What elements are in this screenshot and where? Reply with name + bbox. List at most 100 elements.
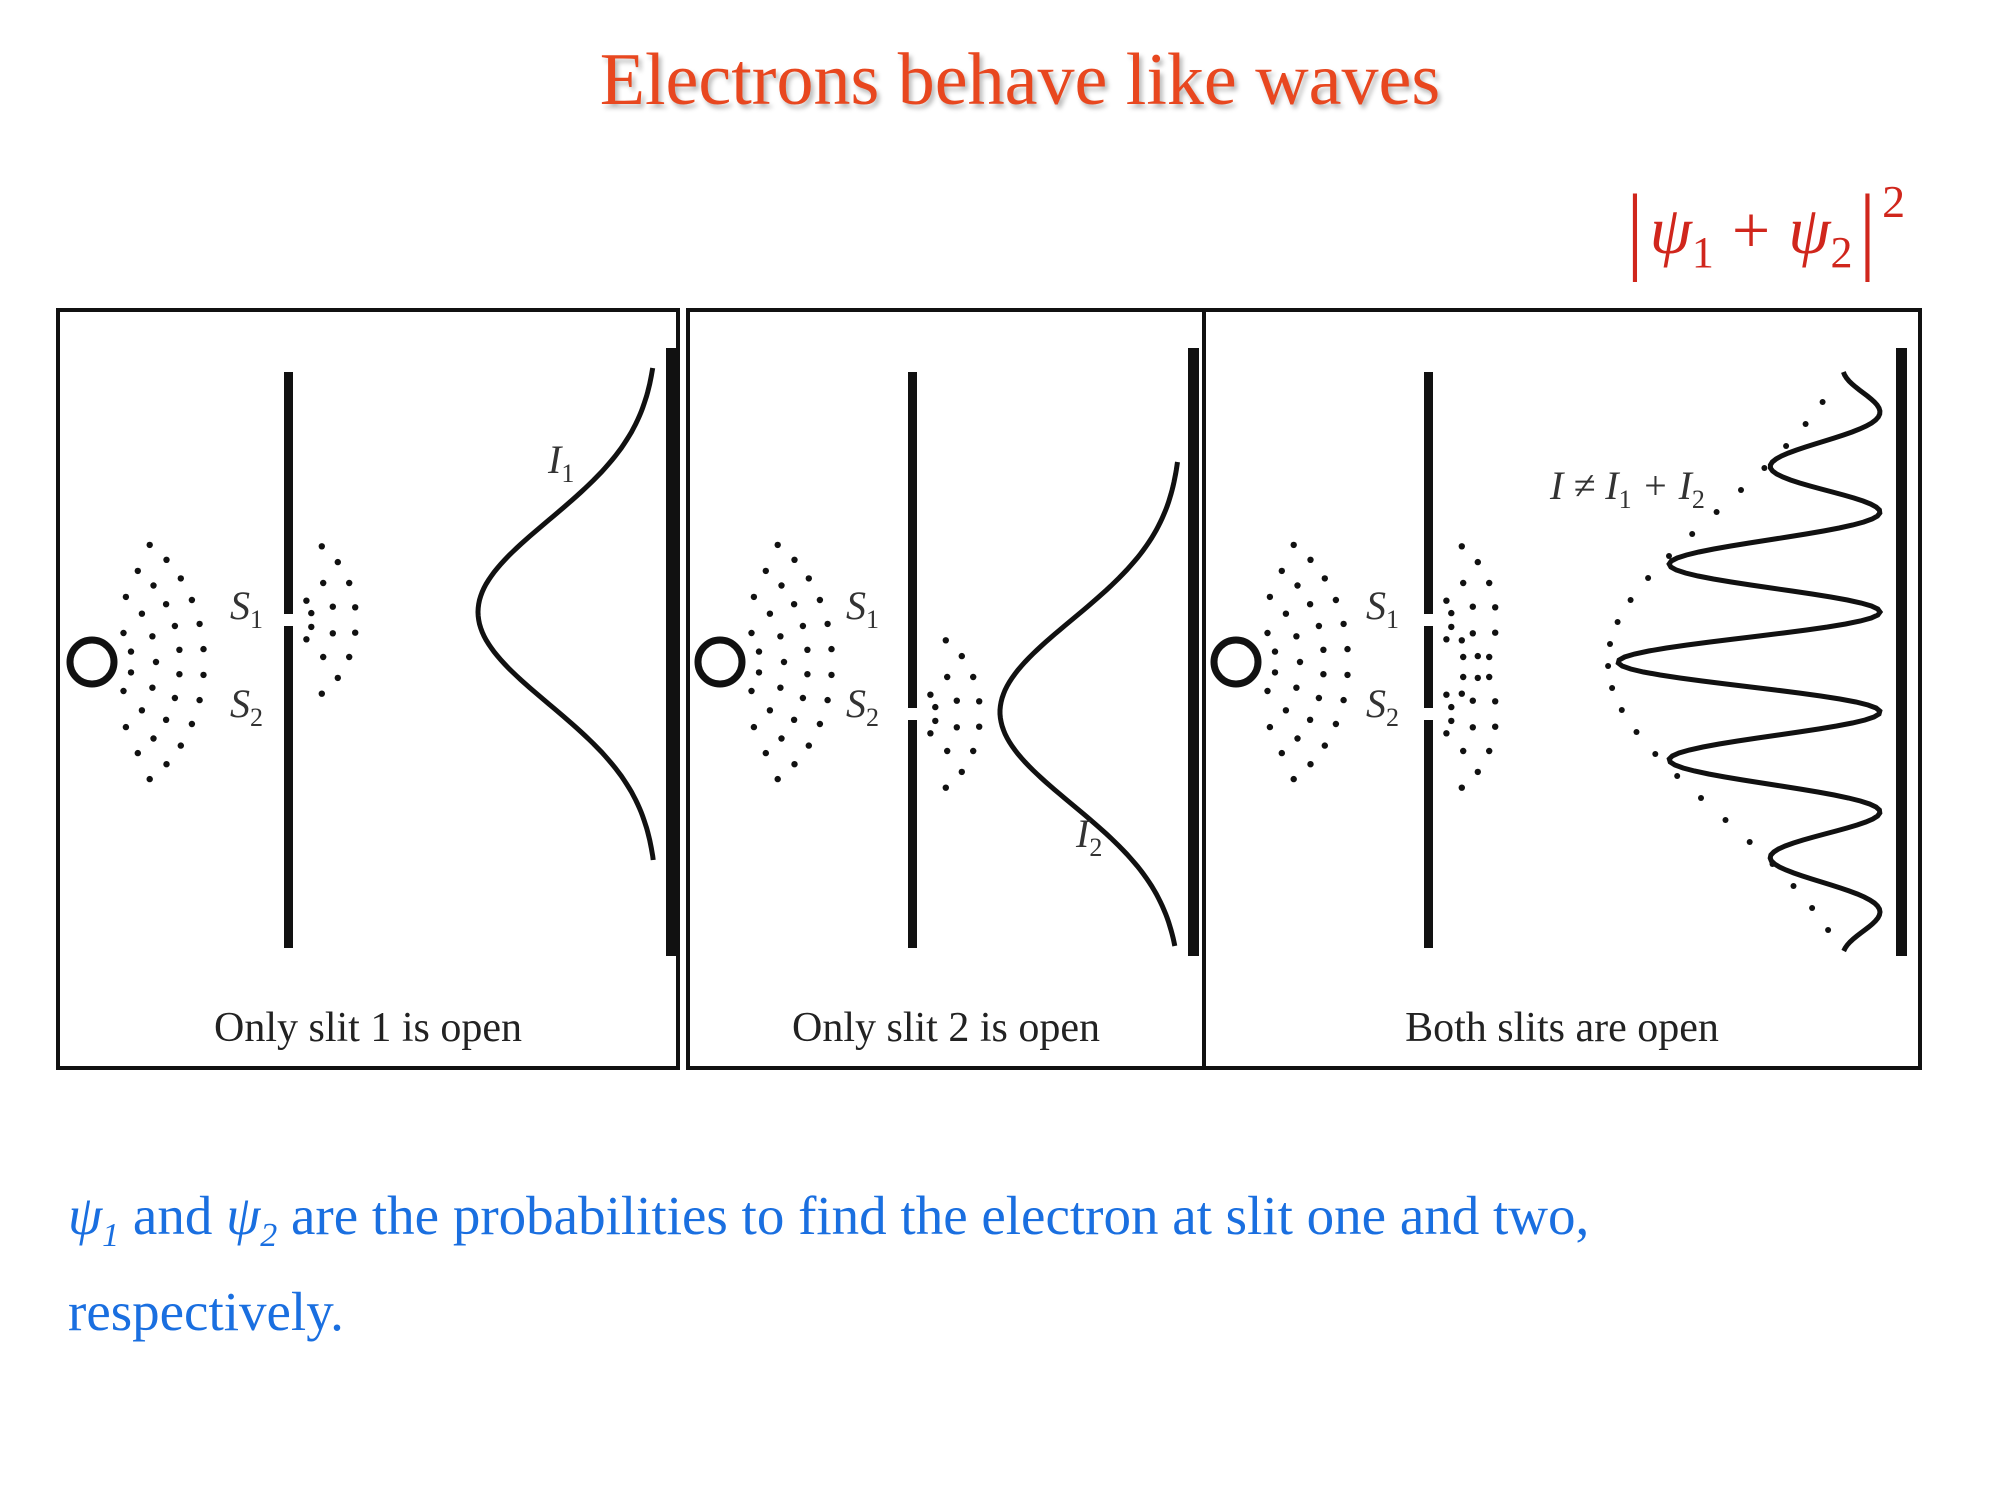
wave-dot (150, 735, 157, 742)
wave-dot (1492, 723, 1499, 730)
intensity-label-1: I1 (548, 437, 575, 488)
wave-dot (1290, 775, 1297, 783)
wave-dot (320, 653, 327, 661)
wave-dot (122, 723, 130, 731)
wave-dot (953, 724, 960, 731)
wave-dot (944, 673, 951, 681)
wave-dot (334, 558, 341, 566)
wave-dot (750, 593, 758, 601)
slit-2-label: S2 (230, 681, 263, 732)
intensity-inequality-label: I ≠ I1 + I2 (1550, 463, 1705, 514)
wave-dot (1469, 630, 1476, 637)
diffracted-waves (303, 543, 359, 697)
wave-dot (176, 671, 183, 678)
wave-dot (816, 720, 824, 728)
wave-dot (163, 556, 170, 563)
panel-1-caption: Only slit 1 is open (213, 1005, 522, 1051)
panel-both-slits-open: S1 S2 I ≠ I1 + I2 Both slits are open (1202, 308, 1922, 1070)
wave-dot (1458, 784, 1465, 791)
wave-dot (1460, 747, 1467, 755)
wave-dot (790, 601, 798, 608)
envelope-dot (1713, 509, 1720, 515)
wave-dot (1307, 761, 1314, 768)
wave-dot (976, 723, 983, 730)
detection-screen (666, 348, 677, 956)
wave-dot (1315, 694, 1323, 702)
wave-dot (790, 716, 798, 723)
panel-slit-2-open: S1 S2 I2 Only slit 2 is open (686, 308, 1206, 1070)
wave-dot (318, 690, 325, 697)
wave-dot (762, 749, 769, 757)
wave-dot (1321, 575, 1328, 582)
wave-dot (138, 707, 146, 714)
wave-dot (750, 723, 758, 731)
envelope-dot (1819, 399, 1826, 405)
electron-source (1210, 636, 1262, 688)
wave-dot (1320, 646, 1327, 653)
wave-dot (196, 620, 203, 628)
wave-dot (162, 716, 170, 723)
wave-dot (352, 629, 359, 636)
wave-dot (976, 698, 983, 705)
wave-dot (942, 637, 949, 644)
slit-1-label: S1 (846, 583, 879, 634)
wave-dot (1271, 648, 1279, 655)
wave-dot (970, 673, 977, 681)
wave-dot (755, 669, 763, 676)
envelope-dot (1802, 421, 1809, 427)
wave-dot (320, 579, 327, 587)
wave-dot (1492, 604, 1499, 611)
wave-dot (1486, 579, 1493, 587)
wave-dot (1474, 768, 1481, 776)
wave-dot (1448, 623, 1455, 631)
wave-dot (791, 761, 798, 768)
wave-dot (1307, 556, 1314, 563)
wave-dot (958, 652, 965, 660)
wave-dot (1264, 687, 1271, 695)
envelope-dot (1605, 663, 1612, 669)
wave-dot (1332, 720, 1340, 728)
envelope-dot (1609, 685, 1616, 691)
envelope-dot (1607, 641, 1613, 647)
wave-dot (1443, 691, 1450, 698)
wave-dot (1458, 690, 1465, 697)
wave-dot (1443, 597, 1450, 604)
electron-source (66, 636, 118, 688)
wave-dot (1321, 742, 1328, 749)
wave-dot (1293, 684, 1300, 691)
wave-dot (1294, 582, 1301, 589)
envelope-dot (1666, 553, 1672, 559)
wave-dot (805, 742, 812, 749)
wave-dot (1290, 541, 1297, 549)
wave-dot (200, 645, 207, 653)
source-waves (748, 541, 835, 783)
wave-dot (1332, 596, 1340, 604)
wave-dot (927, 691, 934, 698)
wave-dot (149, 633, 156, 640)
wave-dot (762, 567, 769, 575)
panel-3-diagram (1210, 348, 1907, 956)
wave-dot (828, 671, 835, 679)
wave-dot (120, 687, 127, 695)
slit-1-gap (282, 614, 295, 626)
wave-dot (171, 622, 179, 630)
wave-dot (146, 775, 153, 783)
wave-dot (152, 658, 160, 666)
interference-curve (1615, 371, 1884, 953)
wave-dot (1264, 629, 1271, 637)
diffracted-waves-slit-1 (1443, 543, 1499, 697)
wave-dot (188, 720, 196, 728)
wave-dot (1474, 652, 1481, 660)
wave-dot (755, 648, 763, 655)
wave-dot (777, 633, 784, 640)
wave-dot (200, 671, 207, 679)
wave-dot (1306, 716, 1314, 723)
wave-dot (932, 703, 939, 711)
wave-dot (1340, 696, 1347, 704)
wave-dot (1460, 673, 1467, 681)
wave-dot (1486, 653, 1493, 661)
source-waves (120, 541, 207, 783)
envelope-dot (1627, 597, 1634, 603)
wave-dot (1492, 629, 1499, 636)
wave-dot (1266, 723, 1274, 731)
